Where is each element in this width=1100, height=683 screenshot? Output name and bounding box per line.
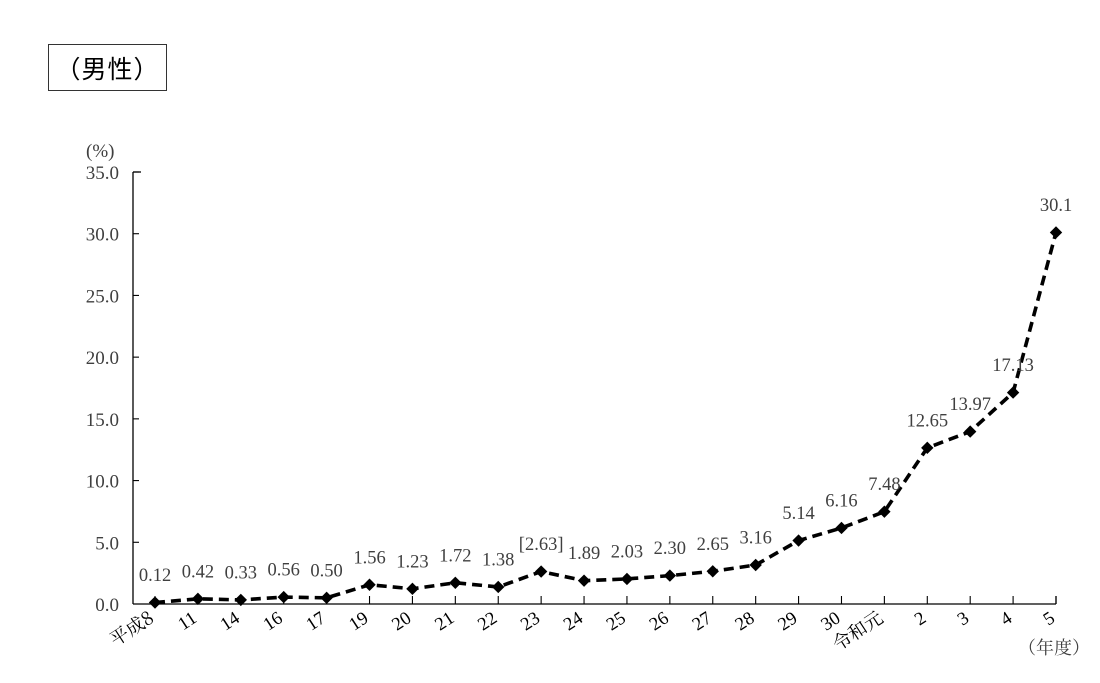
svg-text:2.65: 2.65: [697, 535, 729, 555]
svg-text:16: 16: [260, 608, 286, 635]
svg-text:0.12: 0.12: [139, 566, 171, 586]
svg-text:5.0: 5.0: [95, 533, 119, 554]
svg-text:1.56: 1.56: [353, 548, 385, 568]
svg-text:17.13: 17.13: [992, 356, 1034, 376]
svg-text:2.30: 2.30: [654, 539, 686, 559]
svg-text:1.23: 1.23: [396, 552, 428, 572]
svg-text:20: 20: [389, 608, 415, 635]
svg-text:0.33: 0.33: [225, 563, 257, 583]
svg-text:24: 24: [560, 608, 586, 635]
svg-text:15.0: 15.0: [86, 410, 119, 431]
svg-text:27: 27: [689, 608, 715, 635]
svg-text:令和元: 令和元: [827, 604, 888, 656]
svg-text:20.0: 20.0: [86, 348, 119, 369]
svg-text:14: 14: [217, 608, 243, 635]
svg-text:22: 22: [475, 608, 501, 635]
svg-text:7.48: 7.48: [868, 475, 900, 495]
svg-text:（年度）: （年度）: [1018, 634, 1090, 660]
svg-text:3: 3: [954, 608, 973, 630]
svg-text:4: 4: [997, 608, 1016, 630]
svg-text:0.56: 0.56: [268, 561, 300, 581]
svg-text:5.14: 5.14: [782, 504, 814, 524]
svg-text:30.1: 30.1: [1040, 196, 1072, 216]
svg-text:25.0: 25.0: [86, 286, 119, 307]
svg-text:5: 5: [1040, 608, 1059, 630]
svg-text:(%): (%): [86, 141, 114, 162]
svg-text:17: 17: [303, 608, 329, 635]
svg-text:2: 2: [911, 608, 930, 630]
svg-text:0.50: 0.50: [310, 561, 342, 581]
svg-text:35.0: 35.0: [86, 163, 119, 184]
svg-text:19: 19: [346, 608, 372, 635]
svg-text:28: 28: [732, 608, 758, 635]
svg-text:30.0: 30.0: [86, 225, 119, 246]
svg-text:0.0: 0.0: [95, 595, 119, 616]
svg-text:0.42: 0.42: [182, 562, 214, 582]
svg-text:21: 21: [432, 608, 458, 635]
svg-text:3.16: 3.16: [739, 529, 771, 549]
svg-text:[2.63]: [2.63]: [519, 535, 564, 555]
svg-text:2.03: 2.03: [611, 542, 643, 562]
svg-text:1.72: 1.72: [439, 546, 471, 566]
svg-text:6.16: 6.16: [825, 491, 857, 511]
svg-text:29: 29: [775, 608, 801, 635]
svg-text:1.89: 1.89: [568, 544, 600, 564]
svg-text:12.65: 12.65: [906, 411, 948, 431]
svg-text:26: 26: [646, 608, 672, 635]
svg-text:11: 11: [175, 608, 201, 634]
svg-text:25: 25: [603, 608, 629, 635]
svg-text:13.97: 13.97: [949, 395, 991, 415]
svg-text:23: 23: [517, 608, 543, 635]
svg-text:10.0: 10.0: [86, 472, 119, 493]
svg-text:1.38: 1.38: [482, 550, 514, 570]
